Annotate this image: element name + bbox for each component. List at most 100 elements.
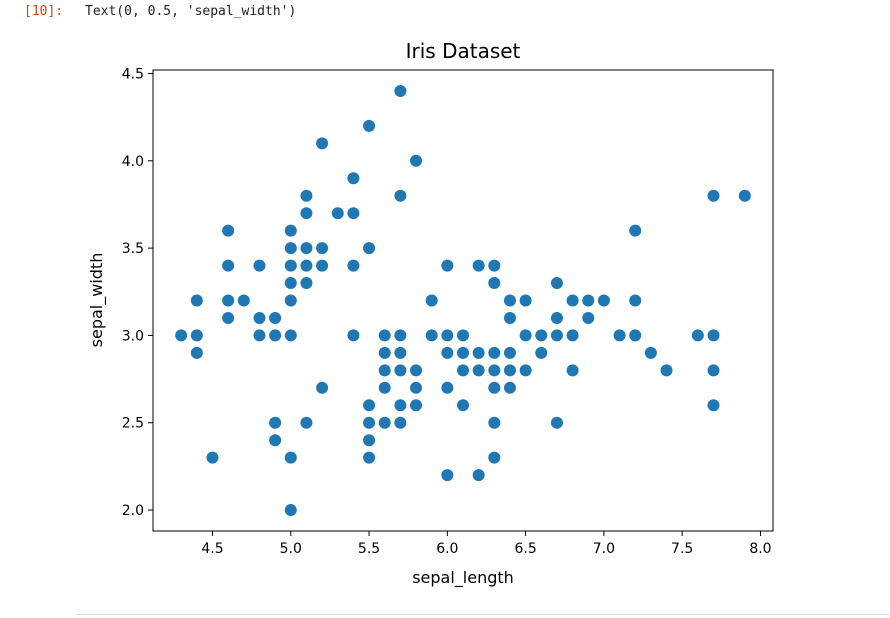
cell-divider [76,614,890,615]
data-point [660,364,673,377]
data-point [519,294,532,307]
data-point [394,364,407,377]
data-point [222,294,235,307]
data-point [457,399,469,412]
data-point [222,259,235,272]
y-axis: 2.0 2.5 3.0 3.5 4.0 4.5 [122,66,153,519]
data-point [550,329,563,342]
data-point [300,416,313,429]
data-point [269,416,282,429]
data-point [363,242,376,255]
data-point [503,311,516,324]
data-point [394,84,407,97]
x-axis-label: sepal_length [412,568,514,588]
data-point [441,346,454,359]
data-point [394,346,407,359]
data-point [363,119,376,132]
data-point [410,154,423,167]
data-point [363,434,376,447]
y-axis-label: sepal_width [87,253,107,348]
data-point [284,329,297,342]
data-point [519,329,532,342]
data-point [394,416,407,429]
data-point [707,364,720,377]
data-point [519,364,532,377]
data-point [394,189,407,202]
data-point [284,259,297,272]
x-tick-label: 7.0 [593,541,615,557]
data-point [206,451,219,464]
data-point [347,259,360,272]
x-axis: 4.5 5.0 5.5 6.0 6.5 7.0 7.5 8.0 [201,531,772,557]
data-point [488,381,501,394]
data-point [253,311,266,324]
data-point [222,311,235,324]
data-point [269,329,282,342]
data-point [347,207,360,220]
data-point [378,346,391,359]
data-point [300,259,313,272]
y-tick-label: 4.0 [122,154,144,170]
data-point [503,346,516,359]
data-point [738,189,751,202]
data-point [222,224,235,237]
cell-output-row: [10]: Text(0, 0.5, 'sepal_width') [0,0,890,30]
data-point [582,294,595,307]
data-point [378,416,391,429]
data-point [488,416,501,429]
data-point [269,434,282,447]
output-prompt: [10]: [24,4,64,19]
y-tick-label: 2.0 [122,503,144,519]
x-tick-label: 8.0 [749,541,771,557]
data-point [410,381,423,394]
data-point [535,346,548,359]
data-point [378,329,391,342]
data-point [613,329,626,342]
data-point [316,137,329,150]
data-point [472,259,485,272]
data-point [503,294,516,307]
data-point [425,294,438,307]
x-tick-label: 5.0 [280,541,302,557]
data-point [488,364,501,377]
data-point [550,311,563,324]
data-point [535,329,548,342]
y-tick-label: 2.5 [122,416,144,432]
data-point [284,504,297,517]
y-tick-label: 3.0 [122,328,144,344]
data-point [457,346,469,359]
data-point [566,364,579,377]
data-point [488,451,501,464]
data-point [284,242,297,255]
data-point [316,259,329,272]
data-point [550,277,563,290]
data-point [691,329,704,342]
data-point [394,399,407,412]
data-point [394,329,407,342]
data-point [472,469,485,482]
data-point [284,277,297,290]
data-point [363,399,376,412]
data-point [472,346,485,359]
data-point [488,259,501,272]
data-point [237,294,250,307]
x-tick-label: 4.5 [201,541,223,557]
data-point [441,259,454,272]
data-point [253,259,266,272]
data-point [190,329,203,342]
data-point [503,381,516,394]
data-point [441,469,454,482]
data-point [347,329,360,342]
x-tick-label: 5.5 [358,541,380,557]
y-tick-label: 3.5 [122,241,144,257]
x-tick-label: 6.0 [436,541,458,557]
data-point [269,311,282,324]
data-point [190,346,203,359]
points-layer [175,84,751,517]
data-point [316,381,329,394]
data-point [707,189,720,202]
data-point [300,207,313,220]
data-point [597,294,610,307]
data-point [566,294,579,307]
